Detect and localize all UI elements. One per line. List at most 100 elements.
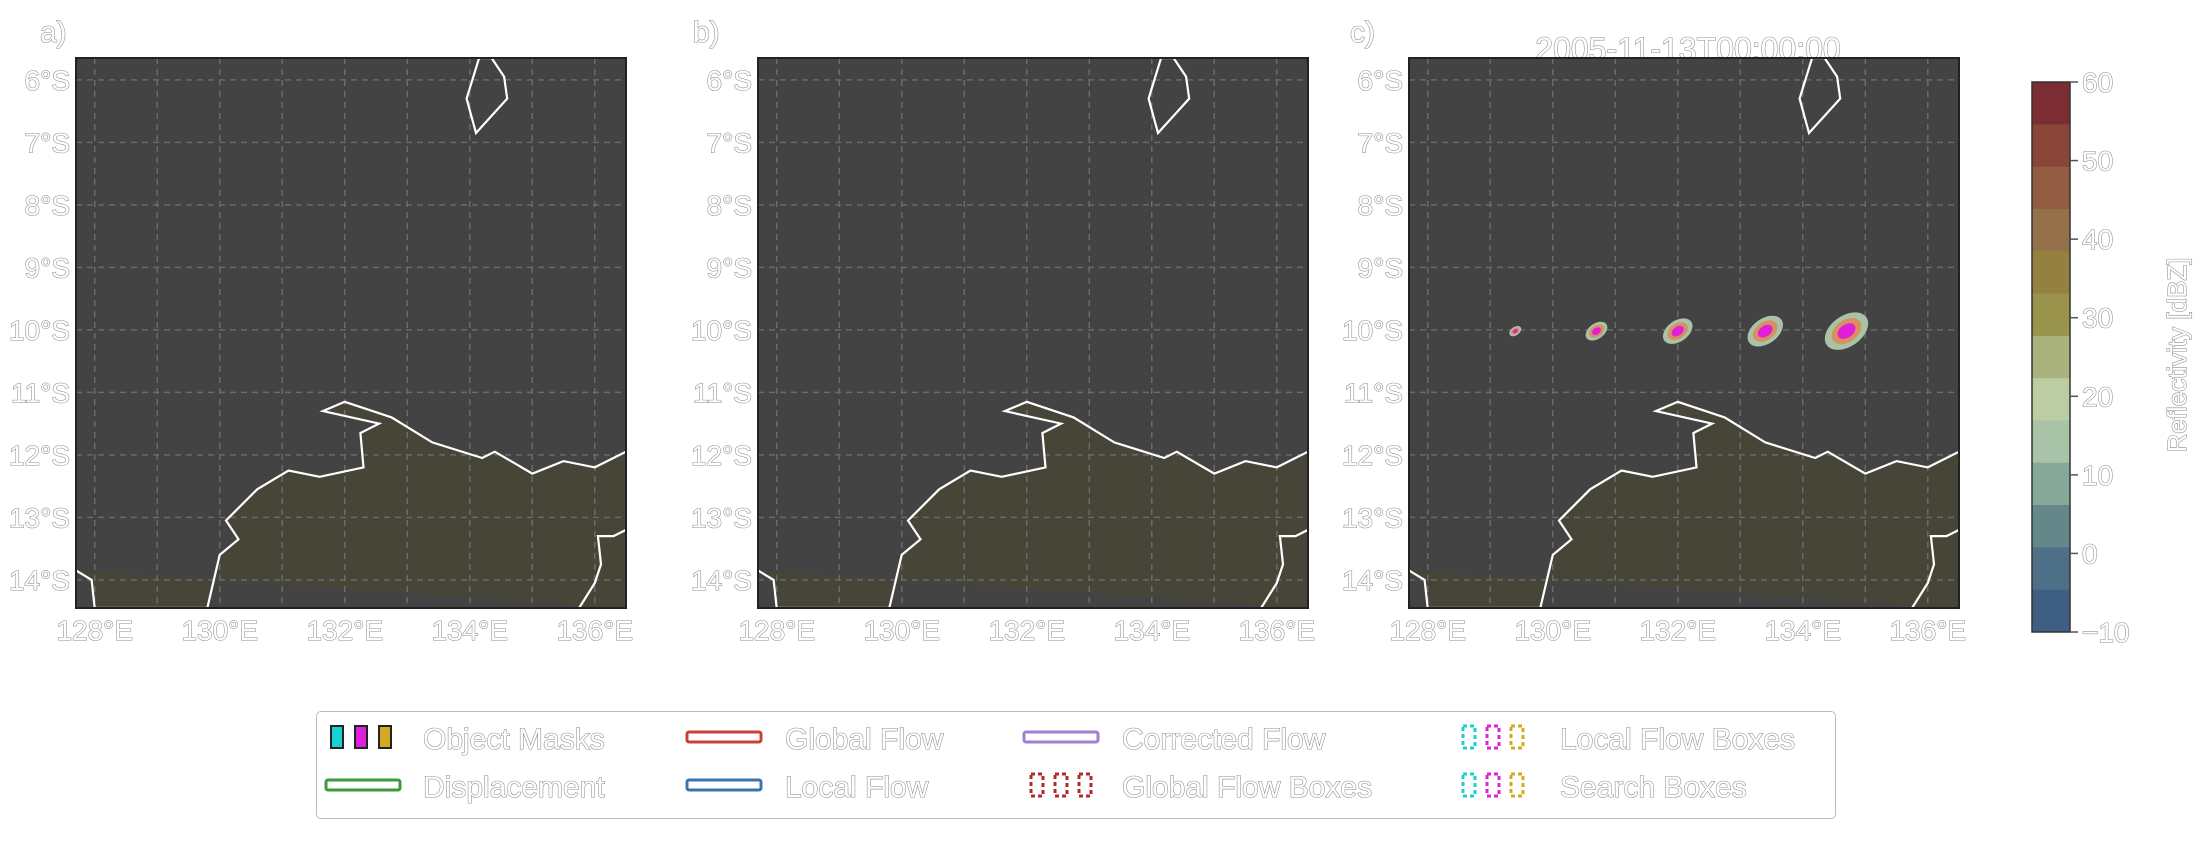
legend-label-local-flow-boxes: Local Flow Boxes (1560, 723, 1795, 756)
ocean-background (1409, 58, 1959, 608)
coastline-east (1912, 530, 1959, 608)
storm-mid (1510, 326, 1521, 336)
gridlines (1409, 58, 1959, 608)
x-tick-label: 136°E (556, 615, 633, 646)
storm-cell (1742, 309, 1789, 352)
y-tick-label: 8°S (25, 190, 70, 221)
colorbar-segment (2032, 294, 2070, 337)
y-tick-label: 10°S (9, 315, 70, 346)
storm-core (1835, 320, 1859, 342)
x-tick-label: 132°E (1639, 615, 1716, 646)
panel-label: a) (40, 16, 67, 49)
legend-label-displacement: Displacement (423, 771, 605, 804)
global-flow-boxes-swatch (1031, 774, 1091, 796)
search-boxes-swatch (1463, 774, 1523, 796)
colorbar-tick-label: 0 (2082, 538, 2098, 569)
panel-a: a) 128°E 130°E 132°E 134°E 136°E 6°S 7°S 8°S 9°S… (0, 0, 700, 700)
y-tick-label: 6°S (1358, 65, 1403, 96)
x-tick-label: 132°E (306, 615, 383, 646)
colorbar-tick-label: 40 (2082, 224, 2113, 255)
x-tick-label: 130°E (1514, 615, 1591, 646)
legend-label-global-flow-boxes: Global Flow Boxes (1122, 771, 1372, 804)
legend-label-search-boxes: Search Boxes (1560, 771, 1747, 804)
storm-mid (1827, 313, 1867, 350)
colorbar-segment (2032, 209, 2070, 252)
coastline (1409, 58, 1959, 608)
map-axes: 128°E 130°E 132°E 134°E 136°E 6°S 7°S 8°S 9°S 10°… (1342, 58, 1966, 646)
storm-outer (1507, 324, 1523, 338)
y-tick-label: 12°S (9, 440, 70, 471)
colorbar-tick-label: 30 (2082, 303, 2113, 334)
x-tick-label: 128°E (56, 615, 133, 646)
storm-mid (1664, 319, 1691, 344)
legend: Object Masks Global Flow Corrected Flow … (316, 711, 1836, 819)
legend-graphics: Object Masks Global Flow Corrected Flow … (317, 712, 1835, 818)
object-masks-swatch (331, 726, 391, 748)
storm-core (1591, 326, 1603, 337)
colorbar-segment (2032, 420, 2070, 463)
colorbar-segment (2032, 251, 2070, 294)
y-tick-label: 9°S (25, 252, 70, 283)
colorbar-segment (2032, 463, 2070, 506)
legend-label-object-masks: Object Masks (423, 723, 605, 756)
panel-b (660, 0, 1360, 700)
x-tick-label: 134°E (1764, 615, 1841, 646)
storm-core (1756, 322, 1775, 340)
colorbar-segment (2032, 124, 2070, 167)
storm-cell (1818, 305, 1875, 358)
y-tick-label: 13°S (9, 502, 70, 533)
corrected-flow-swatch (1024, 732, 1098, 742)
colorbar-frame (2032, 82, 2070, 632)
storm-cell (1507, 324, 1523, 338)
storm-cell (1658, 313, 1697, 349)
coastline-mainland (1409, 402, 1959, 608)
y-tick-label: 6°S (25, 65, 70, 96)
y-tick-label: 11°S (11, 377, 70, 408)
colorbar-tick-label: −10 (2082, 617, 2130, 648)
coastline-island (1800, 58, 1841, 133)
storm-outer (1818, 305, 1875, 358)
legend-label-corrected-flow: Corrected Flow (1122, 723, 1326, 756)
map-frame (1409, 58, 1959, 608)
storm-mid (1587, 322, 1607, 340)
y-tick-label: 14°S (9, 565, 70, 596)
colorbar-tick-label: 60 (2082, 67, 2113, 98)
local-flow-boxes-swatch (1463, 726, 1523, 748)
x-tick-label: 128°E (1389, 615, 1466, 646)
storm-cells (1507, 305, 1875, 358)
colorbar-segment (2032, 590, 2070, 633)
legend-label-global-flow: Global Flow (785, 723, 944, 756)
panel-title: 2005-11-13T00:00:00 (1535, 31, 1840, 67)
colorbar-tick-label: 50 (2082, 146, 2113, 177)
colorbar-segment (2032, 336, 2070, 379)
x-tick-label: 136°E (1889, 615, 1966, 646)
y-tick-label: 8°S (1358, 190, 1403, 221)
x-tick-label: 134°E (431, 615, 508, 646)
storm-core (1670, 324, 1686, 339)
y-tick-label: 7°S (1358, 127, 1403, 158)
colorbar-tick-label: 10 (2082, 460, 2113, 491)
global-flow-swatch (687, 732, 761, 742)
land-area (1409, 402, 1959, 608)
colorbar-tick-label: 20 (2082, 381, 2113, 412)
storm-cell (1582, 318, 1611, 344)
legend-label-local-flow: Local Flow (785, 771, 929, 804)
storm-outer (1582, 318, 1611, 344)
land-area (1912, 530, 1959, 608)
storm-outer (1742, 309, 1789, 352)
storm-core (1512, 328, 1518, 334)
colorbar-segment (2032, 378, 2070, 421)
displacement-swatch (326, 780, 400, 790)
colorbar-segment (2032, 82, 2070, 125)
y-tick-label: 7°S (25, 127, 70, 158)
colorbar: 60 50 40 30 20 10 0 −10 (2032, 67, 2130, 648)
colorbar-segment (2032, 505, 2070, 548)
colorbar-segment (2032, 167, 2070, 210)
local-flow-swatch (687, 780, 761, 790)
storm-mid (1749, 316, 1781, 346)
x-tick-label: 130°E (181, 615, 258, 646)
map-axes: 128°E 130°E 132°E 134°E 136°E 6°S 7°S 8°S 9°S 10°… (9, 58, 633, 646)
storm-outer (1658, 313, 1697, 349)
colorbar-segment (2032, 547, 2070, 590)
y-tick-label: 9°S (1358, 252, 1403, 283)
